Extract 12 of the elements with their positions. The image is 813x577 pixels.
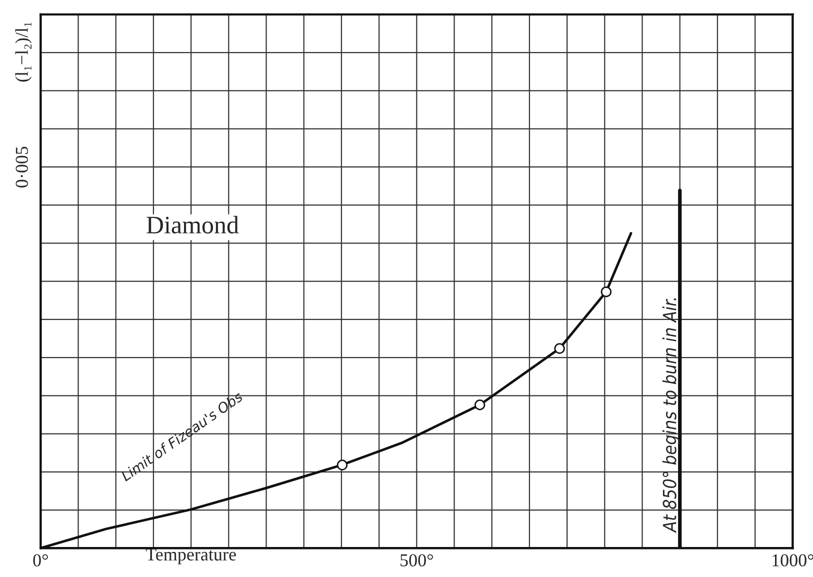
x-tick-label: 500° xyxy=(400,554,433,566)
text: (l₁−l₂)/l₁ xyxy=(15,22,32,82)
x-tick-label: 0° xyxy=(33,554,48,566)
point xyxy=(600,286,612,298)
ref-line-label: At 850° begins to burn in Air. xyxy=(662,298,680,533)
text: 0·005 xyxy=(16,146,28,188)
x-axis-title: Temperature xyxy=(146,548,236,564)
point xyxy=(474,400,486,410)
point xyxy=(554,343,565,354)
point xyxy=(336,460,348,470)
annotation: Diamond xyxy=(146,216,239,234)
x-tick-label: 1000° xyxy=(772,554,813,566)
